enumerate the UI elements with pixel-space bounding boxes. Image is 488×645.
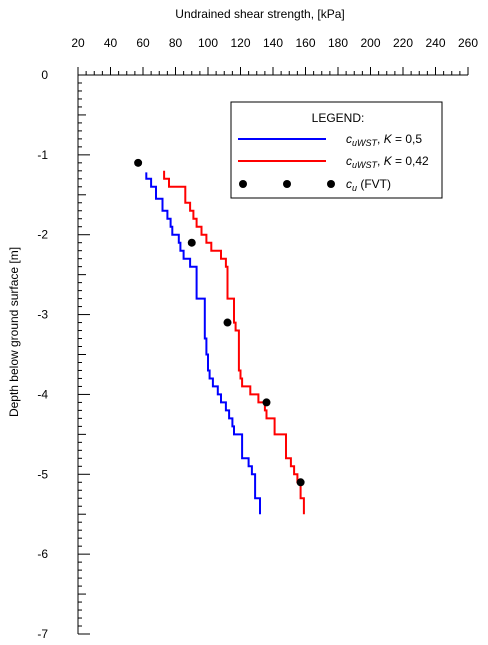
x-tick-label: 60 [136, 36, 150, 50]
legend-entries: cuWST, K = 0,5 cuWST, K = 0,42 cu (FVT) [238, 132, 429, 193]
y-tick-label: -1 [37, 148, 48, 162]
x-tick-label: 220 [393, 36, 413, 50]
y-tick-label: -4 [37, 387, 48, 401]
legend: LEGEND: cuWST, K = 0,5 cuWST, K = 0,42 cu … [230, 101, 443, 199]
fvt-point [296, 478, 305, 487]
y-axis-ticks: 0 -1 -2 -3 -4 -5 -6 -7 [37, 68, 90, 641]
x-tick-label: 160 [295, 36, 315, 50]
y-tick-label: -3 [37, 308, 48, 322]
legend-marker [283, 180, 291, 188]
series-k-0-5-line [145, 172, 261, 515]
x-tick-label: 80 [169, 36, 183, 50]
y-tick-label: -2 [37, 228, 48, 242]
fvt-point [262, 398, 271, 407]
legend-entry-label: cuWST, K = 0,5 [346, 132, 422, 148]
fvt-point [223, 318, 232, 327]
y-tick-label: 0 [41, 68, 48, 82]
legend-marker [327, 180, 335, 188]
x-tick-label: 200 [360, 36, 380, 50]
fvt-point [187, 238, 196, 247]
legend-marker [239, 180, 247, 188]
x-tick-label: 180 [328, 36, 348, 50]
fvt-point [134, 158, 143, 167]
x-axis-ticks: 20 40 60 80 100 120 140 160 180 200 220 240 260 [71, 36, 478, 75]
y-axis-title: Depth below ground surface [m] [7, 247, 21, 417]
x-tick-label: 40 [104, 36, 118, 50]
x-tick-label: 120 [230, 36, 250, 50]
legend-title: LEGEND: [312, 111, 365, 125]
x-tick-label: 240 [425, 36, 445, 50]
x-tick-label: 20 [71, 36, 85, 50]
x-tick-label: 260 [458, 36, 478, 50]
series-layer [134, 158, 305, 515]
x-tick-label: 100 [198, 36, 218, 50]
series-k-0-42-line [163, 170, 305, 515]
y-tick-label: -6 [37, 547, 48, 561]
y-tick-label: -7 [37, 627, 48, 641]
y-tick-label: -5 [37, 467, 48, 481]
x-axis-title: Undrained shear strength, [kPa] [175, 7, 344, 21]
legend-box [230, 101, 443, 199]
legend-entry-label: cuWST, K = 0,42 [346, 154, 429, 170]
legend-entry-label: cu (FVT) [346, 177, 391, 193]
x-tick-label: 140 [263, 36, 283, 50]
